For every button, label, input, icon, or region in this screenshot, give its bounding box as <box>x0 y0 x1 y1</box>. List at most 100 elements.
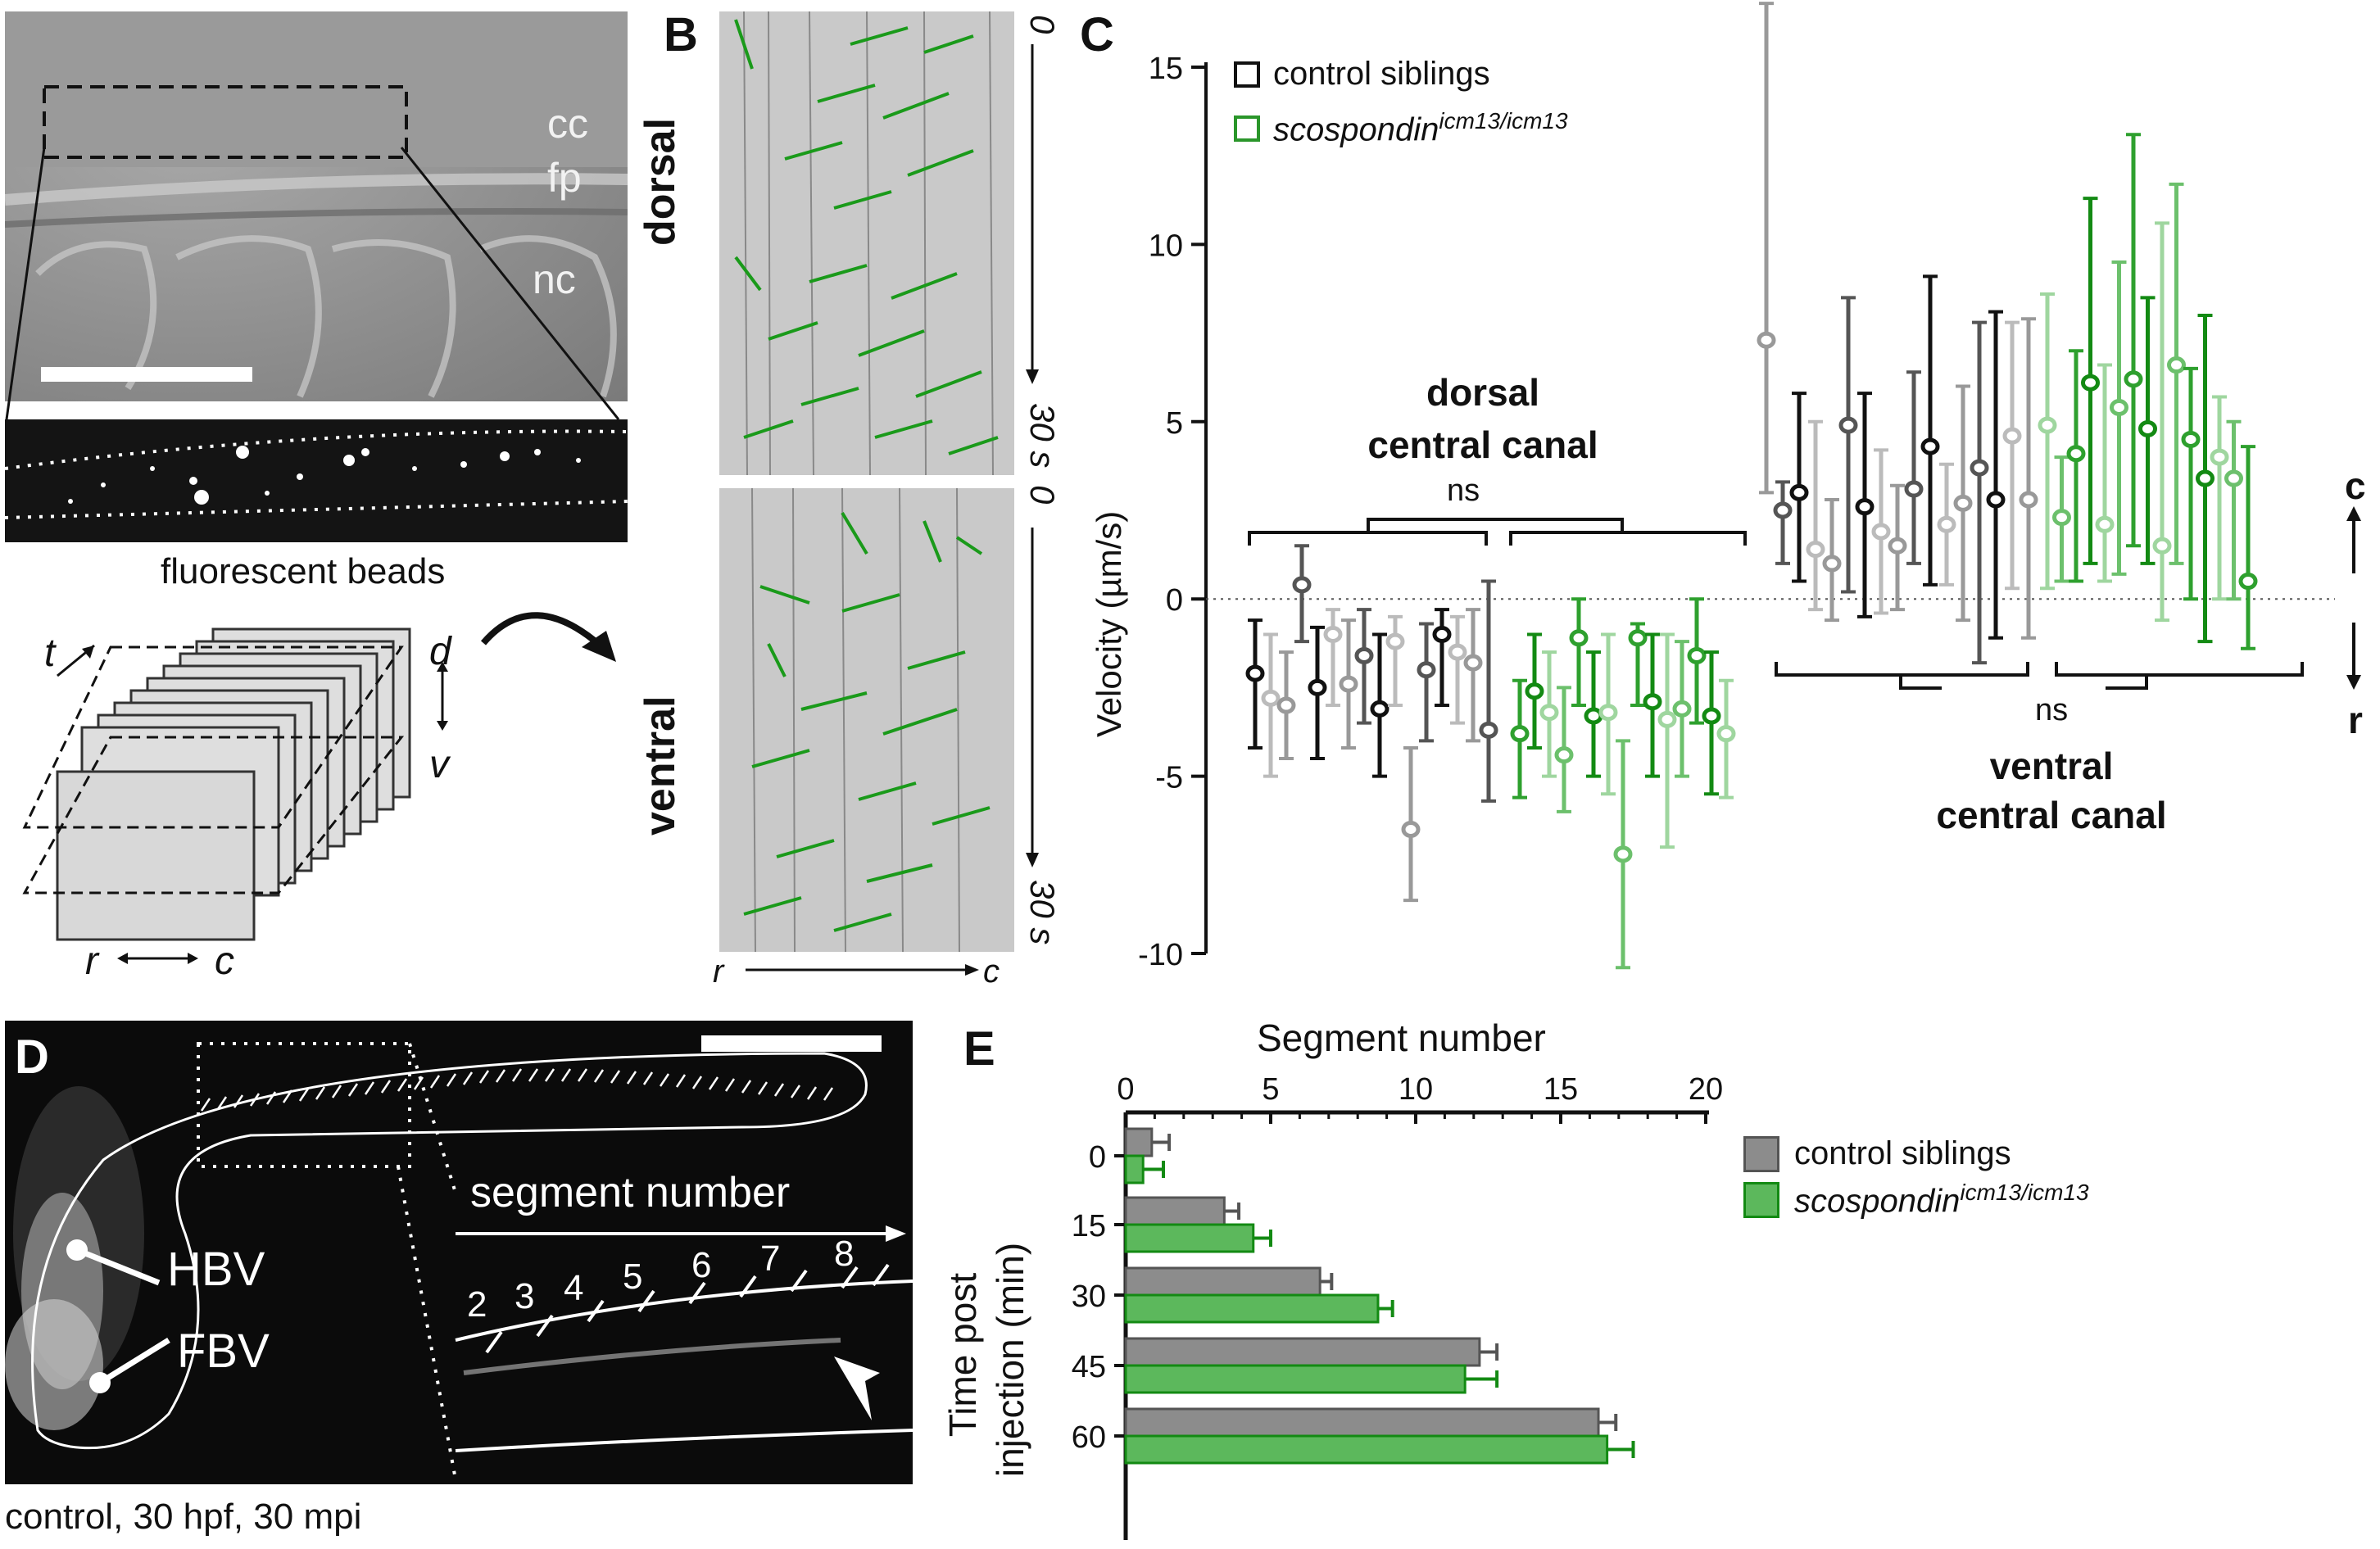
data-point <box>1643 693 1662 711</box>
data-point <box>1510 725 1530 743</box>
bead-image-svg <box>5 429 628 519</box>
legend-e-control-swatch <box>1743 1135 1779 1172</box>
y-tick-label: -5 <box>1155 761 1183 795</box>
legend-e-mutant-sup: icm13/icm13 <box>1960 1180 2089 1205</box>
bracket-dorsal-mutant <box>1509 531 1747 546</box>
x-tick-label: 20 <box>1689 1072 1723 1107</box>
velocity-ylabel: Velocity (µm/s) <box>1090 510 1128 737</box>
r-c-arrow <box>746 964 979 976</box>
panel-d-caption: control, 30 hpf, 30 mpi <box>5 1497 362 1537</box>
data-point <box>1822 555 1842 573</box>
panel-label-e: E <box>963 1022 995 1076</box>
data-point <box>2238 573 2258 591</box>
segment-number-2: 2 <box>467 1284 487 1325</box>
legend-c-mutant-sup: icm13/icm13 <box>1439 108 1568 134</box>
bracket-dorsal-ns <box>1367 518 1624 532</box>
bracket-dorsal-control <box>1248 531 1488 546</box>
data-point <box>2138 419 2157 437</box>
data-point <box>2019 491 2038 509</box>
data-point <box>1920 437 1940 455</box>
beads-caption: fluorescent beads <box>161 551 446 591</box>
stack-schematic <box>22 612 616 964</box>
bracket-ventral-control <box>1775 662 2029 677</box>
data-point <box>1292 576 1312 594</box>
y-tick-label: 0 <box>1166 583 1183 618</box>
data-point <box>1628 629 1648 647</box>
x-tick-label: 15 <box>1544 1072 1578 1107</box>
data-point <box>1463 654 1483 672</box>
axis-t: t <box>44 632 56 675</box>
x-tick-label: 5 <box>1262 1072 1279 1107</box>
x-tick-label: 0 <box>1117 1072 1134 1107</box>
panel-label-b: B <box>664 8 698 61</box>
bar <box>1124 1154 1145 1184</box>
data-point <box>1479 721 1498 739</box>
bar <box>1124 1434 1609 1465</box>
axis-v: v <box>429 743 449 786</box>
ventral-cc-label-2: central canal <box>1936 794 2167 836</box>
data-point <box>1245 664 1265 682</box>
data-point <box>1716 725 1736 743</box>
legend-e-mutant-swatch <box>1743 1181 1779 1218</box>
legend-e-control: control siblings <box>1743 1135 2011 1172</box>
axis-d: d <box>429 630 451 673</box>
data-point <box>1970 459 1989 477</box>
y-tick-label: 15 <box>1149 52 1183 86</box>
data-point <box>2224 469 2243 487</box>
bar <box>1124 1293 1380 1324</box>
data-point <box>2038 416 2057 434</box>
legend-e-mutant-base: scospondin <box>1794 1183 1961 1220</box>
data-point <box>1323 625 1343 643</box>
data-point <box>2110 398 2128 416</box>
direction-c: c <box>2345 464 2366 507</box>
data-point <box>2167 356 2186 374</box>
bar-ylabel-2: injection (min) <box>989 1242 1031 1478</box>
time-bottom-end: 30 s <box>1023 880 1062 945</box>
data-point <box>1937 515 1956 533</box>
hbv-label: HBV <box>167 1243 265 1296</box>
data-point <box>2124 370 2143 388</box>
data-point <box>1554 746 1574 764</box>
data-point <box>2196 469 2215 487</box>
dorsal-label: dorsal <box>637 117 684 246</box>
data-point <box>2095 515 2115 533</box>
time-top-start: 0 <box>1023 15 1062 34</box>
bar <box>1124 1196 1226 1226</box>
direction-r: r <box>2348 699 2363 741</box>
bar-ylabel-1: Time post <box>941 1272 984 1438</box>
zoom-lines <box>5 147 620 420</box>
label-nc: nc <box>533 256 576 302</box>
data-point <box>2066 445 2086 463</box>
time-top-end: 30 s <box>1023 403 1062 469</box>
data-point <box>1276 696 1296 714</box>
axis-c: c <box>215 940 234 983</box>
legend-e-mutant-label: scospondinicm13/icm13 <box>1794 1180 2089 1220</box>
segment-number-4: 4 <box>564 1268 584 1308</box>
legend-c-mutant: scospondinicm13/icm13 <box>1234 108 1568 148</box>
y-tick-label: 45 <box>1072 1350 1106 1384</box>
direction-arrows <box>2346 506 2361 690</box>
data-point <box>1789 483 1809 501</box>
legend-e-mutant: scospondinicm13/icm13 <box>1743 1180 2089 1220</box>
panel-label-c: C <box>1080 8 1114 61</box>
data-point <box>2181 430 2201 448</box>
bracket-ventral-mutant <box>2055 662 2304 677</box>
bar <box>1124 1337 1481 1367</box>
bar <box>1124 1266 1321 1297</box>
y-tick-label: 10 <box>1149 229 1183 263</box>
kymograph-ventral-svg <box>743 488 991 952</box>
segment-bar-chart: 0 5 10 15 20 0 15 30 45 60 <box>1072 1072 1723 1540</box>
data-point <box>1657 710 1677 728</box>
bar <box>1124 1223 1255 1253</box>
axis-r: r <box>85 940 98 983</box>
micrograph-a <box>5 11 628 401</box>
segment-number-3: 3 <box>515 1276 535 1316</box>
data-point <box>1385 632 1405 650</box>
embryo-svg <box>5 1035 913 1484</box>
legend-c-control-label: control siblings <box>1273 56 1490 92</box>
data-point <box>2002 427 2022 445</box>
data-point <box>1773 501 1793 519</box>
fbv-label: FBV <box>177 1325 270 1378</box>
legend-e-control-label: control siblings <box>1794 1135 2011 1171</box>
data-point <box>1888 537 1907 555</box>
